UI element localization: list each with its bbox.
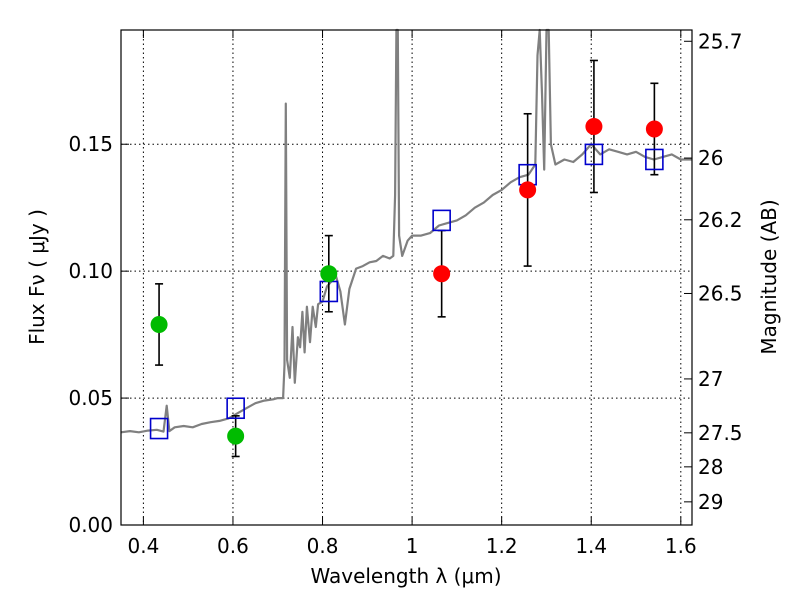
mag-tick-label: 28 (698, 455, 723, 479)
x-axis-label: Wavelength λ (μm) (310, 564, 501, 588)
mag-tick-label: 25.7 (698, 29, 743, 53)
model-photometry-marker (584, 143, 604, 166)
spectrum-line (120, 28, 692, 434)
x-tick-label: 1.2 (486, 534, 518, 558)
marker-layer (149, 117, 664, 445)
y-tick-label: 0.00 (68, 513, 113, 537)
mag-tick-label: 27.5 (698, 421, 743, 445)
mag-tick-label: 26.2 (698, 208, 743, 232)
mag-tick-label: 26 (698, 146, 723, 170)
observed-photometry-marker (645, 120, 663, 138)
y-tick-label: 0.05 (68, 386, 113, 410)
x-tick-label: 0.6 (217, 534, 249, 558)
observed-photometry-marker (585, 117, 603, 135)
model-photometry-marker (432, 209, 451, 232)
tick-layer: 0.4 0.6 0.8 1 1.2 1.4 1.6 0.00 0.05 0.10 0.15 25.7 2… (68, 29, 742, 558)
mag-tick-label: 29 (698, 490, 723, 514)
x-tick-label: 1 (406, 534, 419, 558)
mag-tick-label: 27 (698, 367, 723, 391)
mag-tick-label: 26.5 (698, 281, 743, 305)
spectrum-layer (120, 28, 692, 434)
observed-photometry-marker (150, 315, 168, 333)
errorbar-layer (155, 59, 659, 458)
model-photometry-marker (645, 148, 664, 171)
y-axis-label: Flux Fν ( μJy ) (25, 209, 49, 345)
x-tick-label: 1.6 (665, 534, 697, 558)
y-tick-label: 0.10 (68, 259, 113, 283)
y-tick-label: 0.15 (68, 132, 113, 156)
model-photometry-marker (226, 397, 245, 420)
x-tick-label: 1.4 (575, 534, 607, 558)
model-photometry-marker (149, 417, 169, 440)
y2-axis-label: Magnitude (AB) (757, 199, 781, 354)
grid-layer (121, 30, 692, 526)
plot-frame (120, 29, 693, 526)
observed-photometry-marker (433, 265, 451, 283)
x-tick-label: 0.4 (127, 534, 159, 558)
observed-photometry-marker (519, 181, 537, 199)
observed-photometry-marker (227, 427, 245, 445)
x-tick-label: 0.8 (307, 534, 339, 558)
observed-photometry-marker (320, 265, 338, 283)
